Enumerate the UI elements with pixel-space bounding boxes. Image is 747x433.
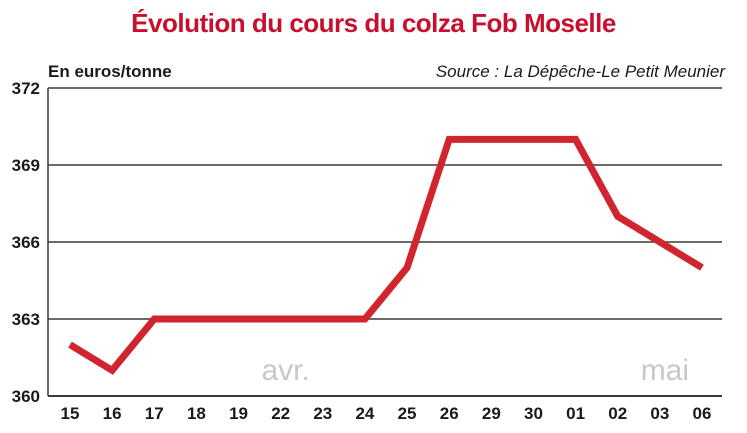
y-tick-label-369: 369: [12, 156, 40, 175]
series-line: [68, 135, 704, 375]
x-tick-label-15: 15: [61, 404, 80, 423]
x-tick-label-16: 16: [103, 404, 122, 423]
y-axis-unit-label: En euros/tonne: [48, 62, 172, 81]
chart-title: Évolution du cours du colza Fob Moselle: [131, 8, 616, 38]
x-tick-label-22: 22: [271, 404, 290, 423]
x-tick-label-02: 02: [608, 404, 627, 423]
x-tick-label-29: 29: [482, 404, 501, 423]
y-tick-labels: 360 363 366 369 372: [12, 79, 40, 406]
x-tick-label-26: 26: [440, 404, 459, 423]
x-tick-label-18: 18: [187, 404, 206, 423]
y-tick-label-363: 363: [12, 310, 40, 329]
x-tick-label-23: 23: [313, 404, 332, 423]
price-series: [68, 135, 704, 375]
source-label: Source : La Dépêche-Le Petit Meunier: [435, 62, 725, 81]
gridlines: [47, 87, 722, 397]
month-label-avr: avr.: [261, 354, 309, 387]
x-tick-label-19: 19: [229, 404, 248, 423]
x-tick-label-01: 01: [566, 404, 585, 423]
month-label-mai: mai: [641, 354, 689, 387]
x-tick-label-03: 03: [650, 404, 669, 423]
y-tick-label-360: 360: [12, 387, 40, 406]
x-tick-label-25: 25: [398, 404, 417, 423]
y-tick-label-366: 366: [12, 233, 40, 252]
x-tick-label-24: 24: [355, 404, 374, 423]
x-tick-label-06: 06: [693, 404, 712, 423]
y-tick-label-372: 372: [12, 79, 40, 98]
month-annotations: avr. mai: [261, 354, 689, 387]
x-tick-label-17: 17: [145, 404, 164, 423]
x-tick-labels: 15 16 17 18 19 22 23 24 25 26 29 30 01 02 03 06: [61, 404, 712, 423]
x-tick-label-30: 30: [524, 404, 543, 423]
